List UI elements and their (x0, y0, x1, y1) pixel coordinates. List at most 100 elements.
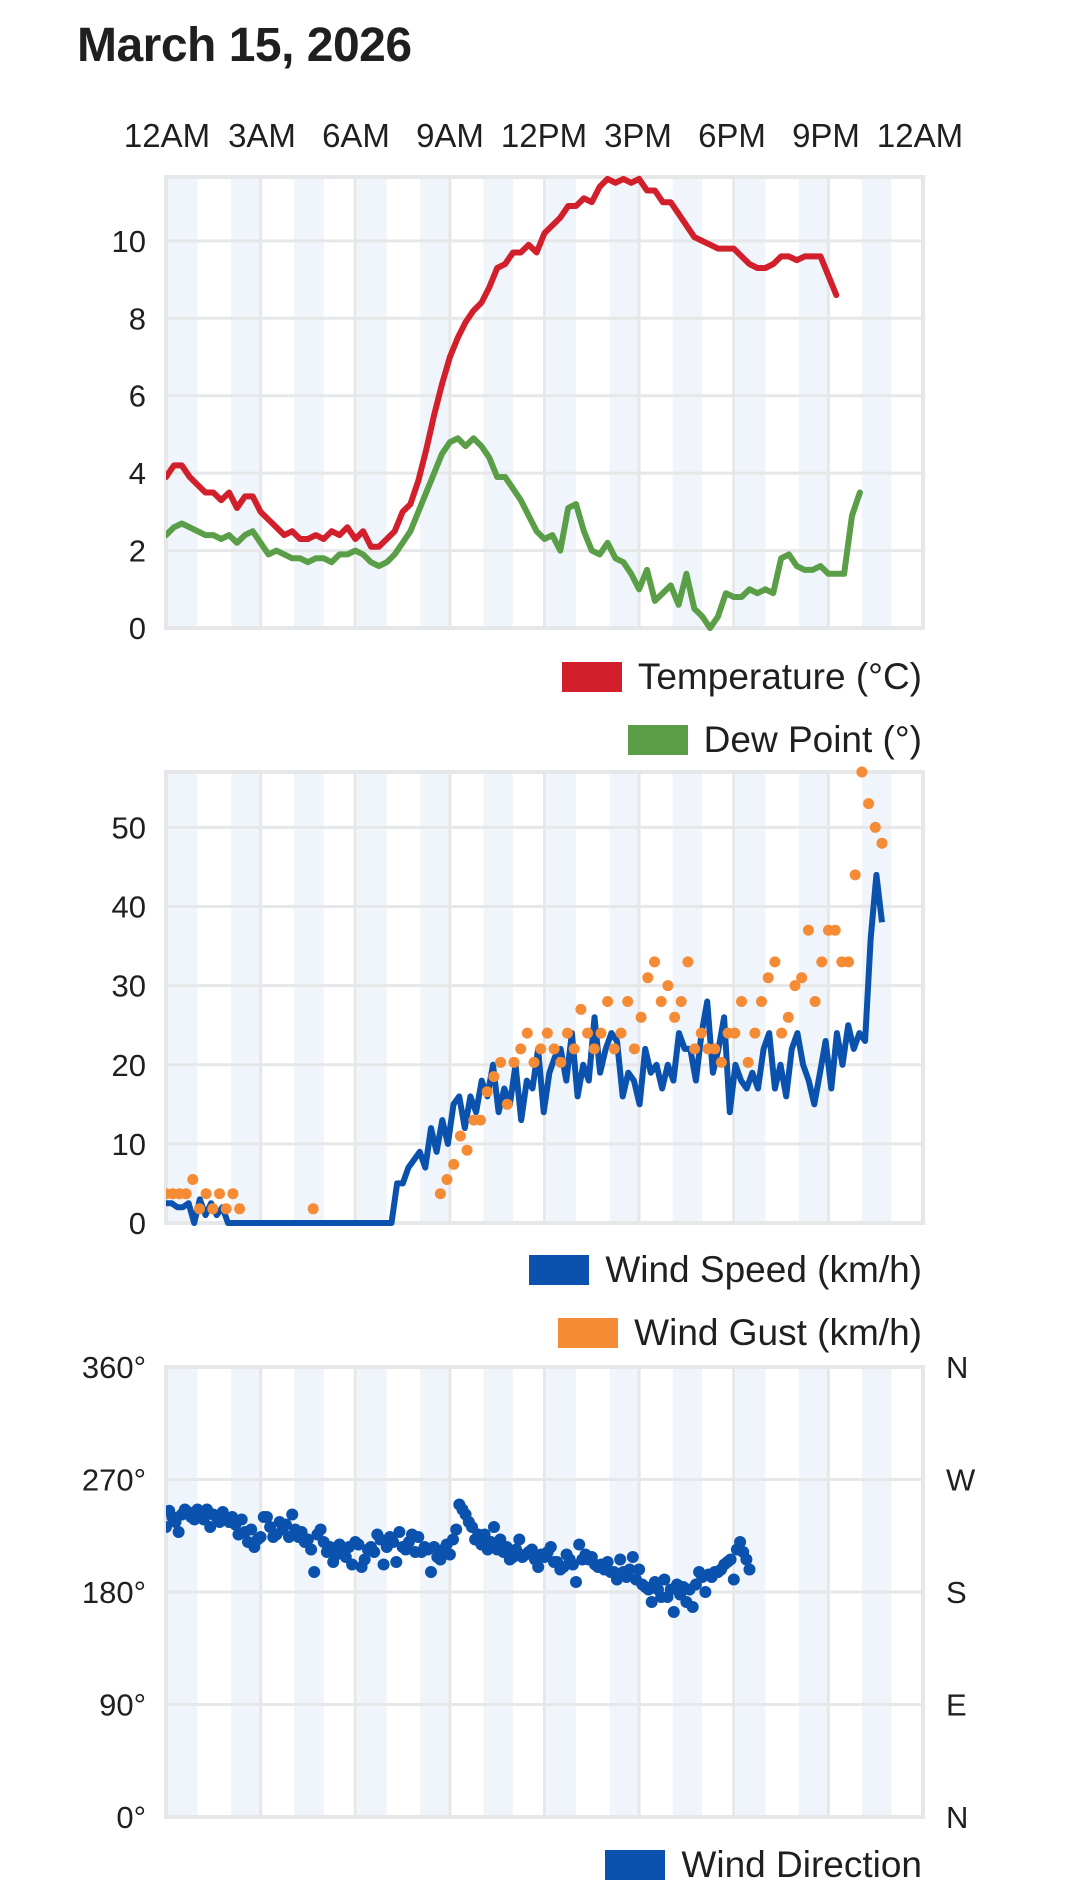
wind-gust-point (863, 798, 875, 810)
wind-direction-point (623, 1563, 636, 1576)
legend-wind-speed[interactable]: Wind Speed (km/h) (529, 1249, 922, 1290)
wind-gust-point (434, 1188, 446, 1200)
wind-gust-point (816, 956, 828, 968)
wind-direction-point (434, 1553, 447, 1566)
wind-direction-point (743, 1563, 756, 1576)
wind-direction-point (570, 1576, 582, 1588)
wind-gust-point (481, 1086, 493, 1098)
legend-label: Dew Point (°) (703, 719, 922, 760)
temperature-line (166, 175, 840, 550)
wind-gust-point (568, 1043, 580, 1055)
time-label: 12AM (876, 117, 964, 154)
wind-gust-point (809, 996, 821, 1007)
wind-direction-point (667, 1606, 680, 1618)
wind-direction-point (658, 1573, 671, 1586)
wind-gust-point (495, 1056, 507, 1068)
wind-speed-line (166, 871, 885, 1226)
wind-direction-point (740, 1553, 753, 1566)
y-tick-label: 0° (116, 1800, 146, 1835)
wind-direction-point (450, 1523, 463, 1536)
time-label: 12PM (500, 117, 588, 154)
wind-gust-point (776, 1027, 788, 1039)
wind-gust-point (214, 1188, 225, 1200)
wind-gust-point (575, 1003, 587, 1015)
wind-direction-point (412, 1531, 425, 1543)
time-label: 3PM (604, 117, 672, 154)
wind-gust-point (769, 956, 781, 968)
wind-gust-point (448, 1158, 460, 1170)
wind-gust-point (796, 972, 808, 984)
wind-gust-point (220, 1203, 232, 1215)
wind-gust-point (207, 1203, 219, 1215)
wind-direction-point (513, 1533, 526, 1546)
wind-gust-point (695, 1027, 707, 1039)
wind-speed-swatch (529, 1255, 590, 1285)
y-tick-label: 10 (112, 1127, 146, 1162)
plot-frame (164, 770, 925, 1225)
legend-dew-point[interactable]: Dew Point (°) (627, 719, 922, 760)
y-tick-label: 20 (112, 1048, 146, 1083)
wind-direction-point (393, 1526, 406, 1538)
wind-gust-point (528, 1056, 540, 1068)
wind-gust-point (802, 924, 814, 936)
dew-point-swatch (627, 725, 688, 755)
wind-gust-point (488, 1071, 500, 1083)
wind-direction-point (614, 1553, 627, 1566)
y-tick-label: 360° (82, 1350, 146, 1385)
wind-direction-point (279, 1518, 292, 1531)
y-tick-label: 8 (129, 301, 146, 336)
time-label: 6PM (698, 117, 766, 154)
dew-point-line (166, 435, 863, 631)
wind-direction-point (377, 1558, 390, 1571)
wind-direction-point (172, 1526, 185, 1538)
wind-gust-point (782, 1011, 794, 1023)
y-tick-label: 90° (99, 1688, 146, 1723)
wind-direction-point (633, 1563, 646, 1576)
wind-direction-point (314, 1523, 327, 1536)
wind-direction-point (358, 1553, 371, 1566)
hour-band (483, 177, 513, 628)
wind-gust-point (729, 1027, 741, 1039)
hour-band (483, 772, 513, 1223)
compass-label: W (946, 1463, 976, 1498)
wind-direction-point (286, 1508, 299, 1521)
time-label: 3AM (228, 117, 296, 154)
wind-gust-point (789, 980, 801, 992)
wind-gust-point (628, 1043, 640, 1055)
wind-gust-point (180, 1188, 192, 1200)
time-label: 9AM (416, 117, 484, 154)
wind-direction-point (443, 1548, 456, 1561)
hour-band (168, 177, 198, 628)
wind-direction-point (573, 1538, 586, 1551)
wind-gust-point (689, 1043, 701, 1055)
wind-gust-swatch (558, 1318, 619, 1348)
wind-gust-point (602, 996, 614, 1007)
wind-direction-point (699, 1586, 712, 1598)
wind-gust-point (608, 1043, 620, 1055)
wind-gust-point (461, 1144, 473, 1156)
wind-gust-point (307, 1203, 319, 1215)
legend-wind-gust[interactable]: Wind Gust (km/h) (558, 1312, 922, 1353)
wind-direction-point (500, 1541, 513, 1553)
compass-label: S (946, 1575, 967, 1610)
legend-wind-direction[interactable]: Wind Direction (605, 1844, 922, 1885)
y-tick-label: 6 (129, 379, 146, 414)
wind-gust-point (501, 1098, 513, 1110)
wind-direction-point (352, 1538, 365, 1551)
wind-gust-point (508, 1056, 520, 1068)
wind-gust-point (675, 996, 687, 1007)
wind-gust-point (736, 996, 747, 1007)
plot-area (166, 1498, 756, 1618)
y-tick-label: 40 (112, 890, 146, 925)
wind-gust-point (709, 1043, 721, 1055)
time-label: 12AM (123, 117, 211, 154)
wind-direction-point (447, 1533, 459, 1546)
wind-direction-point (245, 1523, 258, 1536)
hour-band (168, 772, 198, 1223)
hour-band (231, 772, 261, 1223)
legend-temperature[interactable]: Temperature (°C) (561, 656, 922, 697)
y-tick-label: 0 (129, 1206, 146, 1241)
